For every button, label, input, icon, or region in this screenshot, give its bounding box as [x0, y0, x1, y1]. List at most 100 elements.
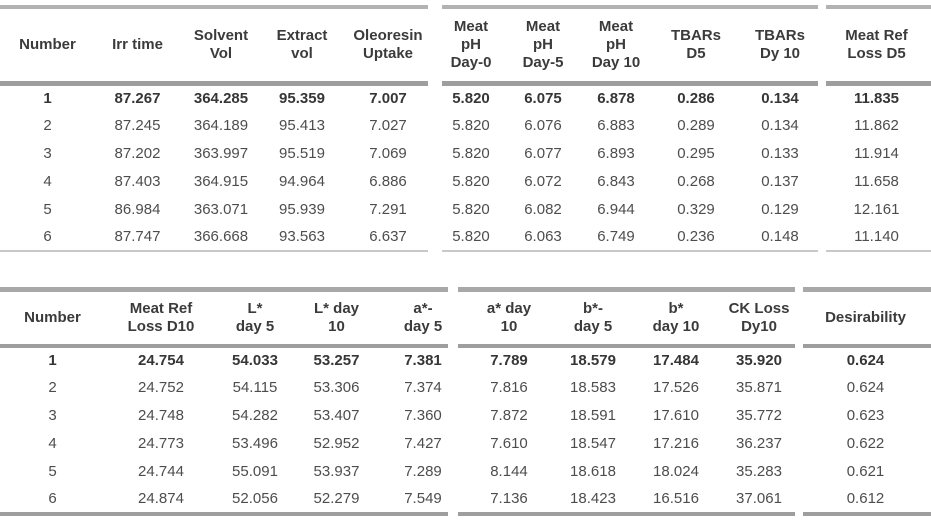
- table-cell: 6.893: [597, 144, 635, 162]
- table-cell: 52.952: [313, 435, 360, 452]
- table-row: 1 87.267 364.285 95.359 7.007 5.820 6.075 6.878…: [0, 83, 931, 111]
- table-cell: 6.082: [524, 200, 562, 218]
- table-cell: 12.161: [853, 200, 900, 218]
- table-cell: 4: [48, 435, 57, 452]
- table-row: 3 87.202 363.997 95.519 7.069 5.820 6.077 6.893…: [0, 139, 931, 167]
- table-cell: 24.874: [138, 490, 184, 507]
- table-cell: 7.549: [404, 490, 442, 507]
- table-cell: 1: [43, 89, 52, 107]
- table-cell: 363.997: [193, 144, 249, 162]
- table-cell: 3: [48, 407, 57, 424]
- table-cell: 18.579: [570, 352, 616, 369]
- table-cell: 7.007: [369, 89, 407, 107]
- table-cell: 3: [43, 144, 52, 162]
- table-cell: 87.267: [114, 89, 161, 107]
- table-header-row: Number Irr time Solvent Vol Extract vol Oleo…: [0, 7, 931, 83]
- column-header: Irr time: [112, 35, 163, 53]
- table-cell: 18.618: [570, 463, 616, 480]
- column-header: L* day 10: [313, 300, 359, 335]
- solutions-table-2: Number Meat Ref Loss D10 L* day 5 L* day 10…: [0, 287, 931, 516]
- table-1-body: 1 87.267 364.285 95.359 7.007 5.820 6.075 6.878…: [0, 83, 931, 251]
- column-header: b* day 10: [652, 300, 700, 335]
- column-header: a* day 10: [486, 300, 532, 335]
- table-cell: 7.027: [369, 116, 407, 134]
- table-cell: 0.623: [846, 407, 885, 424]
- table-cell: 6.637: [369, 228, 407, 245]
- table-cell: 6.878: [597, 89, 635, 107]
- table-cell: 7.427: [404, 435, 442, 452]
- table-cell: 18.024: [653, 463, 699, 480]
- table-row: 2 24.752 54.115 53.306 7.374 7.816 18.583 17.52…: [0, 374, 931, 402]
- table-cell: 5.820: [452, 89, 490, 107]
- table-cell: 0.622: [846, 435, 885, 452]
- table-cell: 6.886: [369, 172, 407, 190]
- table-cell: 35.920: [736, 352, 782, 369]
- table-cell: 11.658: [854, 172, 899, 190]
- column-header: Desirability: [825, 308, 906, 326]
- table-cell: 24.754: [138, 352, 184, 369]
- table-cell: 37.061: [736, 490, 782, 507]
- table-cell: 7.374: [404, 379, 442, 396]
- table-cell: 0.295: [677, 144, 715, 162]
- table-cell: 364.285: [193, 89, 249, 107]
- table-cell: 95.519: [279, 144, 325, 162]
- table-cell: 0.133: [761, 144, 799, 162]
- table-cell: 5.820: [452, 172, 490, 190]
- table-cell: 95.939: [279, 200, 325, 218]
- column-header: Meat pH Day-5: [522, 18, 564, 71]
- table-cell: 0.329: [677, 200, 715, 218]
- table-cell: 5: [48, 463, 57, 480]
- table-cell: 0.148: [761, 228, 799, 245]
- table-cell: 53.407: [313, 407, 360, 424]
- table-cell: 11.914: [854, 144, 899, 162]
- table-cell: 364.915: [193, 172, 249, 190]
- table-cell: 6: [43, 228, 52, 245]
- table-cell: 35.283: [736, 463, 782, 480]
- table-cell: 0.268: [677, 172, 715, 190]
- table-cell: 16.516: [653, 490, 699, 507]
- table-cell: 0.624: [846, 352, 885, 369]
- table-cell: 2: [43, 116, 52, 134]
- table-cell: 35.871: [736, 379, 782, 396]
- table-row: 6 87.747 366.668 93.563 6.637 5.820 6.063 6.749…: [0, 223, 931, 251]
- table-cell: 8.144: [490, 463, 528, 480]
- table-cell: 0.286: [677, 89, 715, 107]
- rule-break: [795, 287, 803, 525]
- table-cell: 7.610: [490, 435, 528, 452]
- table-cell: 93.563: [279, 228, 325, 245]
- table-cell: 7.136: [490, 490, 528, 507]
- table-cell: 5.820: [452, 200, 490, 218]
- table-row: 4 24.773 53.496 52.952 7.427 7.610 18.547 17.21…: [0, 430, 931, 458]
- table-cell: 18.423: [570, 490, 616, 507]
- table-cell: 5.820: [452, 144, 490, 162]
- table-cell: 6.944: [597, 200, 635, 218]
- table-cell: 5.820: [452, 228, 490, 245]
- table-cell: 0.134: [761, 116, 799, 134]
- column-header: Number: [19, 35, 76, 53]
- table-cell: 52.279: [313, 490, 360, 507]
- table-cell: 11.835: [853, 89, 900, 107]
- table-cell: 6.063: [524, 228, 562, 245]
- table-cell: 0.129: [761, 200, 799, 218]
- table-header-row: Number Meat Ref Loss D10 L* day 5 L* day 10…: [0, 290, 931, 346]
- table-cell: 53.257: [313, 352, 360, 369]
- table-cell: 87.747: [114, 228, 161, 245]
- table-cell: 17.484: [653, 352, 699, 369]
- solutions-table-1: Number Irr time Solvent Vol Extract vol Oleo…: [0, 5, 931, 252]
- table-cell: 7.291: [369, 200, 407, 218]
- table-cell: 6.749: [597, 228, 635, 245]
- table-cell: 6.072: [524, 172, 562, 190]
- table-cell: 17.526: [653, 379, 699, 396]
- table-cell: 95.359: [279, 89, 325, 107]
- table-cell: 35.772: [736, 407, 782, 424]
- table-row: 2 87.245 364.189 95.413 7.027 5.820 6.076 6.883…: [0, 111, 931, 139]
- rule-break: [818, 5, 826, 261]
- table-cell: 86.984: [114, 200, 161, 218]
- table-cell: 7.069: [369, 144, 407, 162]
- table-cell: 6.077: [524, 144, 562, 162]
- table-cell: 87.245: [114, 116, 161, 134]
- table-cell: 0.137: [761, 172, 799, 190]
- column-header: Solvent Vol: [193, 27, 249, 62]
- table-cell: 87.403: [114, 172, 161, 190]
